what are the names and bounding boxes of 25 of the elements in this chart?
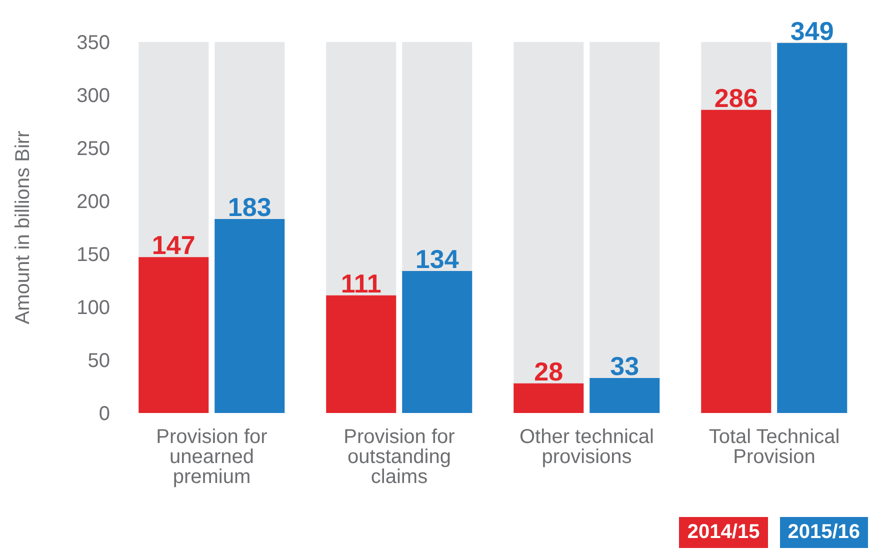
y-tick-label: 50 (88, 350, 110, 372)
text: 2015/16 (780, 517, 868, 548)
data-label: 183 (228, 192, 272, 222)
data-label: 111 (340, 268, 382, 298)
y-axis-title: Amount in billions Birr (12, 130, 34, 324)
data-label: 28 (534, 356, 564, 386)
y-tick-label: 200 (76, 191, 110, 214)
y-tick-label: 300 (76, 85, 110, 108)
text: 2014/15 (679, 517, 768, 548)
data-label: 286 (714, 82, 758, 113)
y-tick-label: 250 (76, 138, 110, 160)
y-tick-label: 100 (76, 297, 110, 320)
bar (514, 383, 584, 413)
data-label: 349 (790, 16, 834, 46)
data-label: 33 (610, 351, 640, 382)
x-tick-label: Total Technical Provision (708, 426, 840, 468)
y-tick-label: 350 (76, 32, 110, 54)
bar (590, 378, 660, 413)
y-tick-label: 0 (98, 403, 110, 426)
y-tick-label: 150 (76, 244, 110, 266)
x-tick-label: Provision for unearned premium (156, 426, 268, 488)
x-tick-label: Other technical provisions (519, 426, 654, 468)
data-label: 147 (152, 230, 196, 260)
x-tick-label: Provision for outstanding claims (344, 426, 456, 488)
data-label: 134 (415, 244, 460, 274)
